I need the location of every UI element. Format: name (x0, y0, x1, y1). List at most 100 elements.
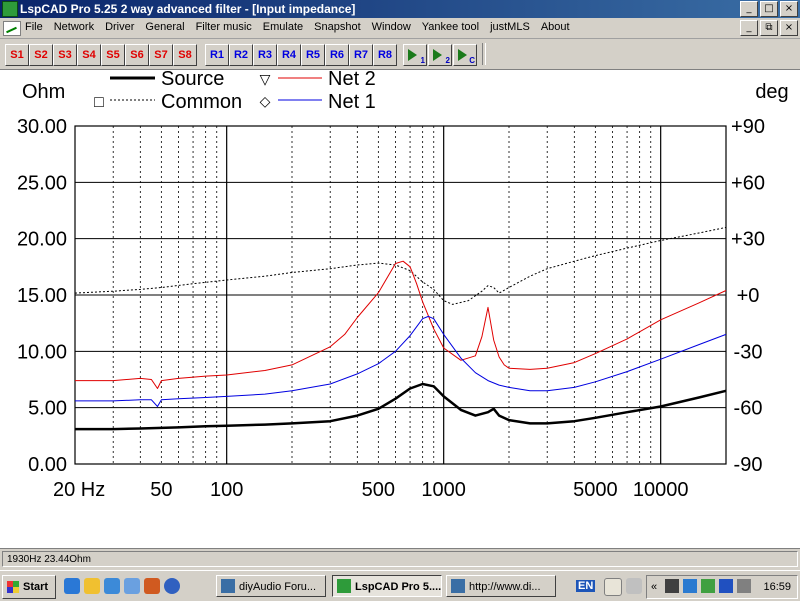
menu-file[interactable]: File (25, 21, 43, 33)
toolbar-s5-button[interactable]: S5 (101, 44, 125, 66)
x-tick-label: 20 Hz (53, 479, 105, 501)
toolbar-s2-button[interactable]: S2 (29, 44, 53, 66)
cursor-readout: 1930Hz 23.44Ohm (2, 551, 798, 567)
series-line-common (74, 226, 727, 305)
toolbar-r4-button[interactable]: R4 (277, 44, 301, 66)
x-tick-label: 10000 (633, 479, 689, 501)
tray-app-icon[interactable] (701, 579, 715, 593)
toolbar-s8-button[interactable]: S8 (173, 44, 197, 66)
play-2-icon[interactable]: 2 (428, 44, 452, 66)
menu-snapshot[interactable]: Snapshot (314, 21, 361, 33)
impedance-chart[interactable]: Ohm deg 30.00 25.00 20.00 15.00 10.00 5.00 0.00 +… (0, 68, 800, 548)
toolbar-r5-button[interactable]: R5 (301, 44, 325, 66)
y-tick-label-right: +90 (731, 116, 765, 138)
y-tick-label-right: +60 (731, 172, 765, 194)
y-tick-label-right: -90 (734, 454, 763, 476)
toolbar-r3-button[interactable]: R3 (253, 44, 277, 66)
task-icon (221, 579, 235, 593)
system-tray: « 16:59 (646, 575, 798, 599)
y-tick-label-left: 30.00 (17, 116, 67, 138)
taskbar-task[interactable]: diyAudio Foru... (216, 575, 326, 597)
y-axis-label-right: deg (755, 81, 788, 103)
toolbar-r8-button[interactable]: R8 (373, 44, 397, 66)
y-tick-label-right: +30 (731, 229, 765, 251)
y-axis-label-left: Ohm (22, 81, 65, 103)
y-tick-label-right: +0 (737, 285, 760, 307)
x-tick-label: 5000 (573, 479, 618, 501)
close-button[interactable]: × (780, 1, 798, 17)
x-tick-label: 500 (362, 479, 395, 501)
taskbar-task[interactable]: http://www.di... (446, 575, 556, 597)
media-player-icon[interactable] (164, 578, 180, 594)
menu-emulate[interactable]: Emulate (262, 21, 304, 33)
legend-marker-source: ▽ (260, 71, 271, 87)
menu-driver[interactable]: Driver (105, 21, 135, 33)
legend-marker-common: □ (94, 94, 104, 111)
maximize-button[interactable]: □ (760, 1, 778, 17)
language-indicator[interactable]: EN (576, 580, 596, 592)
task-icon (451, 579, 465, 593)
menu-filter-music[interactable]: Filter music (195, 21, 252, 33)
toolbar-s3-button[interactable]: S3 (53, 44, 77, 66)
minimize-button[interactable]: _ (740, 1, 758, 17)
mdi-restore-button[interactable]: ⧉ (760, 20, 778, 36)
status-bar: 1930Hz 23.44Ohm (0, 548, 800, 571)
y-tick-label-right: -30 (734, 341, 763, 363)
series-line-net-2 (75, 260, 727, 389)
mdi-close-button[interactable]: × (780, 20, 798, 36)
ie-icon[interactable] (104, 578, 120, 594)
n-app-icon[interactable] (719, 579, 733, 593)
clock: 16:59 (763, 581, 791, 593)
toolbar-r1-button[interactable]: R1 (205, 44, 229, 66)
legend-label-net-2: Net 2 (328, 70, 376, 90)
window-title: LspCAD Pro 5.25 2 way advanced filter - … (20, 2, 356, 16)
explorer-icon[interactable] (84, 578, 100, 594)
app-icon[interactable] (2, 1, 18, 17)
y-tick-label-left: 10.00 (17, 341, 67, 363)
ie-icon-2[interactable] (124, 578, 140, 594)
play-1-icon[interactable]: 1 (403, 44, 427, 66)
menu-network[interactable]: Network (53, 21, 95, 33)
y-tick-label-right: -60 (734, 398, 763, 420)
tray-chevron[interactable]: « (651, 581, 658, 593)
legend-label-net-1: Net 1 (328, 91, 376, 113)
toolbar-s7-button[interactable]: S7 (149, 44, 173, 66)
menu-window[interactable]: Window (371, 21, 411, 33)
y-tick-label-left: 15.00 (17, 285, 67, 307)
task-icon (337, 579, 351, 593)
toolbar-r7-button[interactable]: R7 (349, 44, 373, 66)
menu-bar: File Network Driver General Filter music Emul… (0, 18, 800, 39)
toolbar-s6-button[interactable]: S6 (125, 44, 149, 66)
help-icon[interactable] (604, 578, 622, 596)
taskbar-task[interactable]: LspCAD Pro 5.... (332, 575, 442, 597)
toolbar-r6-button[interactable]: R6 (325, 44, 349, 66)
menu-justmls[interactable]: justMLS (490, 21, 530, 33)
mdi-minimize-button[interactable]: _ (740, 20, 758, 36)
toolbar-s1-button[interactable]: S1 (5, 44, 29, 66)
menu-general[interactable]: General (145, 21, 185, 33)
toolbar-r2-button[interactable]: R2 (229, 44, 253, 66)
desktop-icon[interactable] (64, 578, 80, 594)
x-tick-label: 50 (150, 479, 172, 501)
series-line-source (75, 382, 727, 431)
y-tick-label-left: 25.00 (17, 172, 67, 194)
volume-icon[interactable] (737, 579, 751, 593)
network-icon[interactable] (683, 579, 697, 593)
play-c-icon[interactable]: C (453, 44, 477, 66)
document-icon[interactable] (3, 21, 21, 36)
impedance-chart-area[interactable]: Ohm deg 30.00 25.00 20.00 15.00 10.00 5.00 0.00 +… (0, 68, 800, 548)
menu-about[interactable]: About (540, 21, 570, 33)
toolbar-separator (482, 43, 486, 65)
x-tick-label: 100 (210, 479, 243, 501)
legend-label-source: Source (161, 70, 224, 90)
start-button[interactable]: Start (2, 575, 56, 599)
title-bar: LspCAD Pro 5.25 2 way advanced filter - … (0, 0, 800, 18)
menu-yankee-tool[interactable]: Yankee tool (421, 21, 480, 33)
windows-flag-icon (7, 581, 19, 593)
series-line-net-1 (75, 315, 727, 407)
media-icon[interactable] (144, 578, 160, 594)
monitor-icon[interactable] (665, 579, 679, 593)
y-tick-label-left: 5.00 (28, 398, 67, 420)
ime-icon[interactable] (626, 578, 642, 594)
toolbar-s4-button[interactable]: S4 (77, 44, 101, 66)
